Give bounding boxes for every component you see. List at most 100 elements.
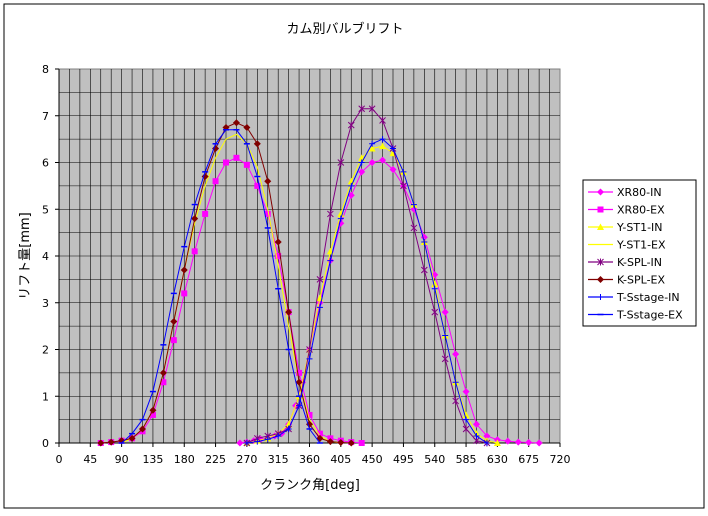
data-point <box>264 177 272 185</box>
x-tick-label: 0 <box>56 453 63 466</box>
data-point <box>410 224 418 232</box>
data-point <box>243 123 251 131</box>
data-point <box>441 308 449 316</box>
data-point <box>597 258 604 266</box>
y-tick-label: 2 <box>42 344 49 357</box>
data-point <box>170 317 178 325</box>
data-point <box>149 406 157 414</box>
x-tick-label: 405 <box>330 453 351 466</box>
legend-label: K-SPL-IN <box>617 256 662 269</box>
x-tick-label: 90 <box>115 453 129 466</box>
x-tick-label: 225 <box>205 453 226 466</box>
data-point <box>337 215 344 222</box>
data-point <box>223 159 229 166</box>
data-point <box>243 161 250 168</box>
x-tick-label: 270 <box>236 453 257 466</box>
legend-item: Y-ST1-EX <box>588 239 666 252</box>
data-point <box>473 420 480 428</box>
data-point <box>483 440 490 446</box>
legend: XR80-IN XR80-EX Y-ST1-IN Y-ST1-EX K-SPL-IN K-… <box>582 179 697 327</box>
legend-label: XR80-IN <box>617 186 662 199</box>
x-tick-label: 585 <box>456 453 477 466</box>
data-point <box>597 188 604 196</box>
data-point <box>420 266 428 274</box>
data-point <box>212 144 220 152</box>
legend-item: Y-ST1-IN <box>588 221 663 234</box>
y-tick-label: 3 <box>42 297 49 310</box>
data-point <box>253 140 261 148</box>
data-point <box>264 436 271 443</box>
data-point <box>180 266 188 274</box>
y-tick-label: 6 <box>42 157 49 170</box>
legend-label: T-Sstage-EX <box>616 309 683 322</box>
y-axis-label: リフト量[mm] <box>18 212 33 299</box>
y-tick-label: 1 <box>42 390 49 403</box>
data-point <box>347 439 355 447</box>
data-point <box>597 294 604 300</box>
legend-item: T-Sstage-IN <box>588 291 680 304</box>
data-point <box>504 437 512 445</box>
data-point <box>254 182 261 189</box>
data-point <box>296 369 303 376</box>
data-point <box>431 285 438 292</box>
data-point <box>212 178 219 185</box>
chart-title: カム別バルブリフト <box>286 21 403 37</box>
series-layer <box>97 105 543 447</box>
data-point <box>358 105 366 113</box>
data-point <box>442 332 449 339</box>
legend-label: T-Sstage-IN <box>616 291 680 304</box>
data-point <box>327 257 334 264</box>
data-point <box>493 439 501 446</box>
data-point <box>431 280 439 288</box>
data-point <box>191 215 199 223</box>
data-point <box>358 159 365 166</box>
legend-box <box>582 179 697 327</box>
data-point <box>337 439 345 447</box>
data-point <box>379 142 387 150</box>
data-point <box>233 154 240 161</box>
data-point <box>368 159 376 166</box>
x-axis-label: クランク角[deg] <box>260 478 360 493</box>
data-point <box>316 430 323 437</box>
data-point <box>463 416 470 423</box>
x-tick-label: 630 <box>487 453 508 466</box>
data-point <box>462 425 470 433</box>
data-point <box>379 116 386 124</box>
legend-item: T-Sstage-EX <box>588 309 683 322</box>
legend-item: XR80-IN <box>588 186 662 199</box>
data-point <box>326 438 334 446</box>
data-point <box>337 159 345 166</box>
data-point <box>400 168 407 175</box>
data-point <box>264 210 271 217</box>
x-tick-label: 450 <box>362 453 383 466</box>
data-point <box>348 182 355 189</box>
data-point <box>285 425 292 432</box>
legend-label: Y-ST1-EX <box>616 239 666 252</box>
data-point <box>347 191 355 199</box>
data-point <box>597 223 604 230</box>
y-tick-label: 0 <box>42 437 49 450</box>
x-tick-label: 540 <box>424 453 445 466</box>
data-point <box>368 144 376 152</box>
y-tick-label: 4 <box>42 250 49 263</box>
data-point <box>369 140 376 147</box>
data-point <box>431 308 439 316</box>
data-point <box>254 438 261 445</box>
data-point <box>275 253 282 259</box>
data-point <box>421 238 428 245</box>
data-point <box>274 238 282 246</box>
data-point <box>514 438 522 446</box>
x-tick-label: 675 <box>518 453 539 466</box>
data-point <box>400 182 407 190</box>
y-tick-label: 5 <box>42 203 49 216</box>
x-tick-label: 315 <box>268 453 289 466</box>
legend-item: K-SPL-EX <box>588 274 665 287</box>
legend-label: K-SPL-EX <box>617 274 665 287</box>
data-point <box>139 425 146 433</box>
data-point <box>128 434 136 442</box>
data-point <box>170 337 177 344</box>
data-point <box>410 201 417 208</box>
legend-item: K-SPL-IN <box>588 256 662 269</box>
data-point <box>358 168 366 176</box>
